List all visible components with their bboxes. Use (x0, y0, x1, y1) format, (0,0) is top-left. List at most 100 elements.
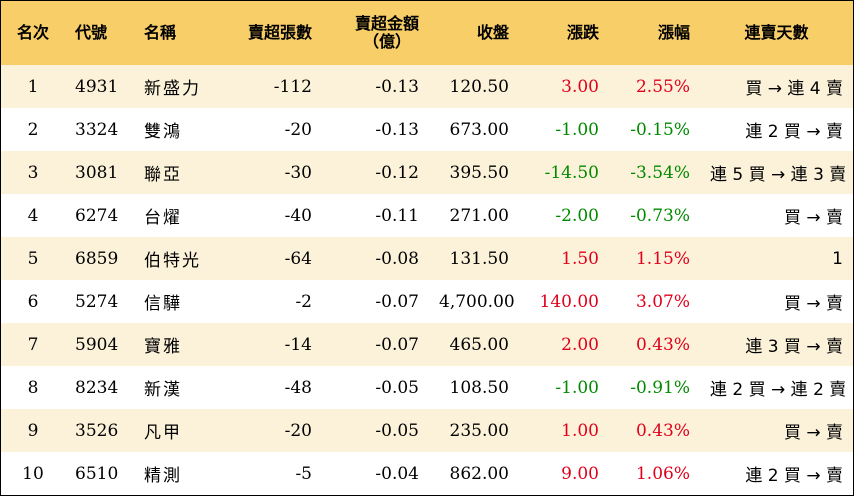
table-header: 名次 代號 名稱 賣超張數 賣超金額 （億） 收盤 漲跌 漲幅 連賣天數 (1, 1, 853, 65)
cell-rank: 4 (27, 205, 39, 226)
cell-net-sell-amount: -0.12 (375, 162, 419, 183)
cell-net-sell-amount: -0.08 (375, 248, 419, 269)
table-body: 1 4931 新盛力 -112 -0.13 120.50 3.00 2.55% … (1, 65, 853, 495)
cell-pct: 3.07% (635, 291, 690, 312)
cell-pct: -0.91% (630, 377, 690, 398)
table-row: 5 6859 伯特光 -64 -0.08 131.50 1.50 1.15% 1 (1, 237, 853, 280)
cell-pct: 0.43% (635, 334, 690, 355)
cell-net-sell-amount: -0.13 (375, 119, 419, 140)
cell-net-sell-lots: -64 (284, 248, 312, 269)
table-row: 10 6510 精測 -5 -0.04 862.00 9.00 1.06% 連 … (1, 452, 853, 495)
cell-rank: 1 (27, 76, 39, 97)
header-streak: 連賣天數 (744, 23, 809, 42)
header-code: 代號 (75, 23, 108, 42)
cell-change: 1.00 (561, 420, 599, 441)
cell-streak: 連 2 買 → 連 2 賣 (710, 380, 847, 400)
cell-name: 凡甲 (144, 423, 182, 443)
cell-net-sell-lots: -2 (295, 291, 312, 312)
table-row: 7 5904 寶雅 -14 -0.07 465.00 2.00 0.43% 連 … (1, 323, 853, 366)
cell-name: 伯特光 (144, 251, 201, 271)
cell-net-sell-amount: -0.11 (375, 205, 419, 226)
header-close: 收盤 (476, 23, 509, 42)
cell-close: 395.50 (449, 162, 509, 183)
cell-name: 新盛力 (144, 79, 201, 99)
cell-code: 3526 (75, 420, 119, 441)
cell-change: 140.00 (539, 291, 599, 312)
cell-name: 信驊 (144, 294, 182, 314)
cell-close: 862.00 (449, 463, 509, 484)
cell-streak: 1 (832, 248, 843, 269)
cell-net-sell-amount: -0.05 (375, 420, 419, 441)
cell-net-sell-amount: -0.07 (375, 334, 419, 355)
cell-streak: 買 → 賣 (783, 208, 843, 228)
cell-pct: 2.55% (635, 76, 690, 97)
cell-close: 4,700.00 (439, 291, 515, 312)
table-row: 2 3324 雙鴻 -20 -0.13 673.00 -1.00 -0.15% … (1, 108, 853, 151)
cell-code: 6510 (75, 463, 119, 484)
cell-net-sell-lots: -40 (284, 205, 312, 226)
header-row: 名次 代號 名稱 賣超張數 賣超金額 （億） 收盤 漲跌 漲幅 連賣天數 (1, 1, 853, 65)
cell-rank: 7 (27, 334, 39, 355)
cell-pct: -0.73% (630, 205, 690, 226)
cell-net-sell-lots: -112 (273, 76, 312, 97)
cell-close: 271.00 (449, 205, 509, 226)
cell-code: 3081 (75, 162, 119, 183)
table-row: 1 4931 新盛力 -112 -0.13 120.50 3.00 2.55% … (1, 65, 853, 108)
cell-streak: 連 2 買 → 賣 (745, 122, 843, 142)
cell-code: 4931 (75, 76, 119, 97)
cell-streak: 買 → 賣 (783, 423, 843, 443)
cell-streak: 連 5 買 → 連 3 賣 (710, 165, 847, 185)
cell-rank: 3 (27, 162, 39, 183)
cell-net-sell-lots: -20 (284, 119, 312, 140)
table-row: 3 3081 聯亞 -30 -0.12 395.50 -14.50 -3.54%… (1, 151, 853, 194)
header-change: 漲跌 (566, 23, 599, 42)
cell-rank: 6 (27, 291, 39, 312)
cell-change: -14.50 (544, 162, 599, 183)
header-pct: 漲幅 (657, 23, 690, 42)
cell-pct: 1.06% (635, 463, 690, 484)
cell-name: 新漢 (144, 380, 182, 400)
cell-change: -1.00 (555, 377, 599, 398)
cell-rank: 2 (27, 119, 39, 140)
cell-name: 台燿 (144, 208, 182, 228)
header-name: 名稱 (144, 23, 177, 42)
cell-code: 5904 (75, 334, 119, 355)
cell-pct: -3.54% (630, 162, 690, 183)
cell-streak: 買 → 賣 (783, 294, 843, 314)
cell-change: -1.00 (555, 119, 599, 140)
cell-code: 3324 (75, 119, 119, 140)
cell-net-sell-amount: -0.07 (375, 291, 419, 312)
table-row: 9 3526 凡甲 -20 -0.05 235.00 1.00 0.43% 買 … (1, 409, 853, 452)
cell-change: 1.50 (561, 248, 599, 269)
cell-close: 108.50 (449, 377, 509, 398)
cell-name: 精測 (144, 466, 182, 486)
header-net-sell-amount: 賣超金額 （億） (322, 1, 429, 65)
cell-change: 3.00 (561, 76, 599, 97)
cell-net-sell-lots: -5 (295, 463, 312, 484)
cell-name: 聯亞 (144, 165, 182, 185)
cell-code: 6859 (75, 248, 119, 269)
cell-net-sell-lots: -48 (284, 377, 312, 398)
cell-code: 5274 (75, 291, 119, 312)
cell-net-sell-amount: -0.13 (375, 76, 419, 97)
cell-rank: 8 (27, 377, 39, 398)
cell-change: 9.00 (561, 463, 599, 484)
table-row: 4 6274 台燿 -40 -0.11 271.00 -2.00 -0.73% … (1, 194, 853, 237)
cell-pct: 1.15% (635, 248, 690, 269)
cell-net-sell-amount: -0.04 (375, 463, 419, 484)
cell-net-sell-lots: -30 (284, 162, 312, 183)
cell-rank: 5 (27, 248, 39, 269)
cell-close: 120.50 (449, 76, 509, 97)
header-net-sell-lots: 賣超張數 (247, 23, 312, 42)
cell-pct: 0.43% (635, 420, 690, 441)
cell-streak: 買 → 連 4 賣 (745, 79, 843, 99)
cell-code: 6274 (75, 205, 119, 226)
cell-close: 235.00 (449, 420, 509, 441)
header-net-sell-amount-label: 賣超金額 (354, 14, 419, 33)
header-rank: 名次 (16, 23, 49, 42)
cell-close: 465.00 (449, 334, 509, 355)
cell-net-sell-lots: -14 (284, 334, 312, 355)
cell-streak: 連 3 買 → 賣 (745, 337, 843, 357)
